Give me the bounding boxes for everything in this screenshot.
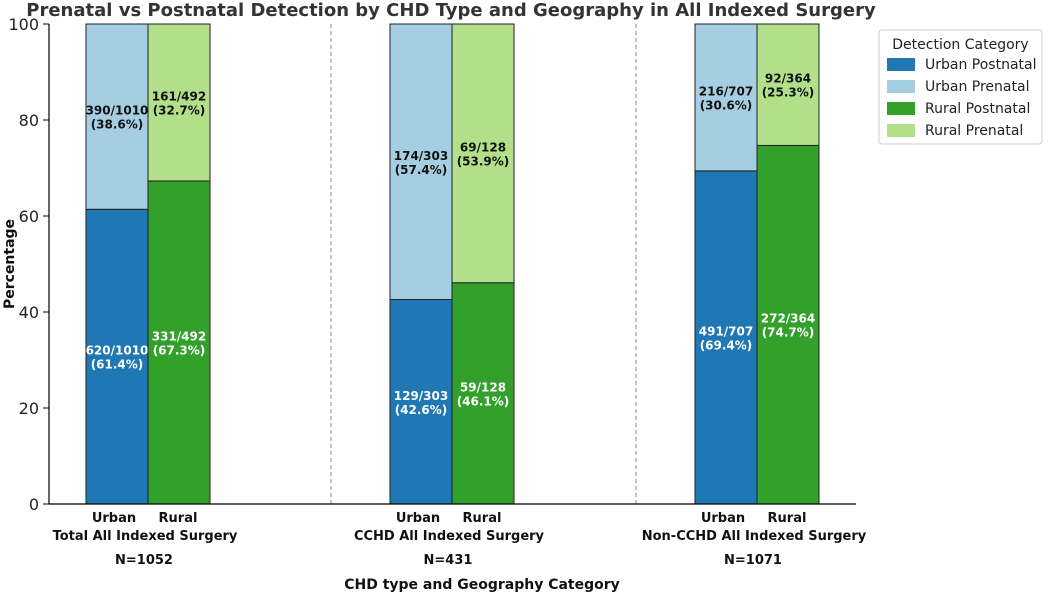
bar-data-label-pct: (69.4%) — [700, 338, 753, 352]
legend-entry: Rural Prenatal — [925, 123, 1023, 139]
bar-data-label: 174/303 — [394, 149, 448, 163]
bar-data-label-pct: (25.3%) — [762, 86, 815, 100]
x-tick-label-urban: Urban — [701, 511, 745, 526]
bar-data-label-pct: (67.3%) — [153, 343, 206, 357]
group-n-label: N=1052 — [115, 553, 173, 568]
x-tick-label-rural: Rural — [159, 511, 198, 526]
x-tick-label-rural: Rural — [463, 511, 502, 526]
bar-data-label: 216/707 — [699, 84, 753, 98]
bar-segment-rural-prenatal — [451, 23, 515, 284]
legend-swatch — [887, 58, 915, 71]
x-tick-label-rural: Rural — [768, 511, 807, 526]
bar-data-label: 272/364 — [761, 312, 815, 326]
group-n-label: N=431 — [424, 553, 473, 568]
bar-data-label-pct: (30.6%) — [700, 98, 753, 112]
bar-segment-rural-postnatal — [147, 180, 211, 505]
y-tick-label: 60 — [19, 207, 39, 226]
bar-data-label-pct: (74.7%) — [762, 326, 815, 340]
bar-data-label-pct: (61.4%) — [91, 358, 144, 372]
legend-title: Detection Category — [892, 37, 1028, 53]
bar-data-label-pct: (57.4%) — [395, 163, 448, 177]
bar-segment-rural-postnatal — [756, 144, 820, 505]
bar-data-label: 491/707 — [699, 324, 753, 338]
legend: Detection Category Urban Postnatal Urban P… — [878, 29, 1043, 145]
x-axis-label: CHD type and Geography Category — [344, 577, 620, 593]
legend-entry: Urban Postnatal — [925, 57, 1037, 73]
bar-data-label-pct: (32.7%) — [153, 103, 206, 117]
legend-entry: Rural Postnatal — [925, 101, 1030, 117]
plot-area: 0 20 40 60 80 100 620/1010(61.4%) 390/1010(38.6… — [8, 15, 866, 568]
group-n-label: N=1071 — [724, 553, 782, 568]
bar-data-label: 59/128 — [460, 380, 506, 394]
bar-data-label: 331/492 — [152, 329, 206, 343]
legend-entry: Urban Prenatal — [925, 79, 1029, 95]
bar-data-label-pct: (42.6%) — [395, 403, 448, 417]
bar-data-label: 92/364 — [765, 72, 811, 86]
legend-swatch — [887, 124, 915, 137]
bar-data-label: 129/303 — [394, 389, 448, 403]
bar-data-label: 390/1010 — [86, 104, 149, 118]
bar-data-label-pct: (46.1%) — [457, 394, 510, 408]
group-label: Total All Indexed Surgery — [53, 529, 238, 544]
bar-segment-urban-prenatal — [389, 23, 453, 301]
y-tick-label: 20 — [19, 399, 39, 418]
group-label: Non-CCHD All Indexed Surgery — [642, 529, 867, 544]
group-label: CCHD All Indexed Surgery — [354, 529, 545, 544]
legend-box — [878, 29, 1043, 145]
legend-swatch — [887, 80, 915, 93]
y-tick-label: 80 — [19, 111, 39, 130]
x-tick-label-urban: Urban — [92, 511, 136, 526]
bar-segment-urban-postnatal — [85, 208, 149, 505]
bar-data-label-pct: (53.9%) — [457, 154, 510, 168]
bar-data-label-pct: (38.6%) — [91, 118, 144, 132]
bar-data-label: 69/128 — [460, 140, 506, 154]
legend-swatch — [887, 102, 915, 115]
y-axis-label: Percentage — [2, 219, 18, 309]
x-tick-label-urban: Urban — [396, 511, 440, 526]
bar-segment-rural-prenatal — [756, 23, 820, 146]
y-tick-label: 100 — [8, 15, 39, 34]
y-tick-label: 0 — [29, 495, 39, 514]
bar-segment-rural-prenatal — [147, 23, 211, 182]
y-tick-label: 40 — [19, 303, 39, 322]
bar-segment-urban-prenatal — [85, 23, 149, 210]
chart-title: Prenatal vs Postnatal Detection by CHD T… — [26, 0, 876, 21]
bar-data-label: 161/492 — [152, 89, 206, 103]
bar-data-label: 620/1010 — [86, 344, 149, 358]
